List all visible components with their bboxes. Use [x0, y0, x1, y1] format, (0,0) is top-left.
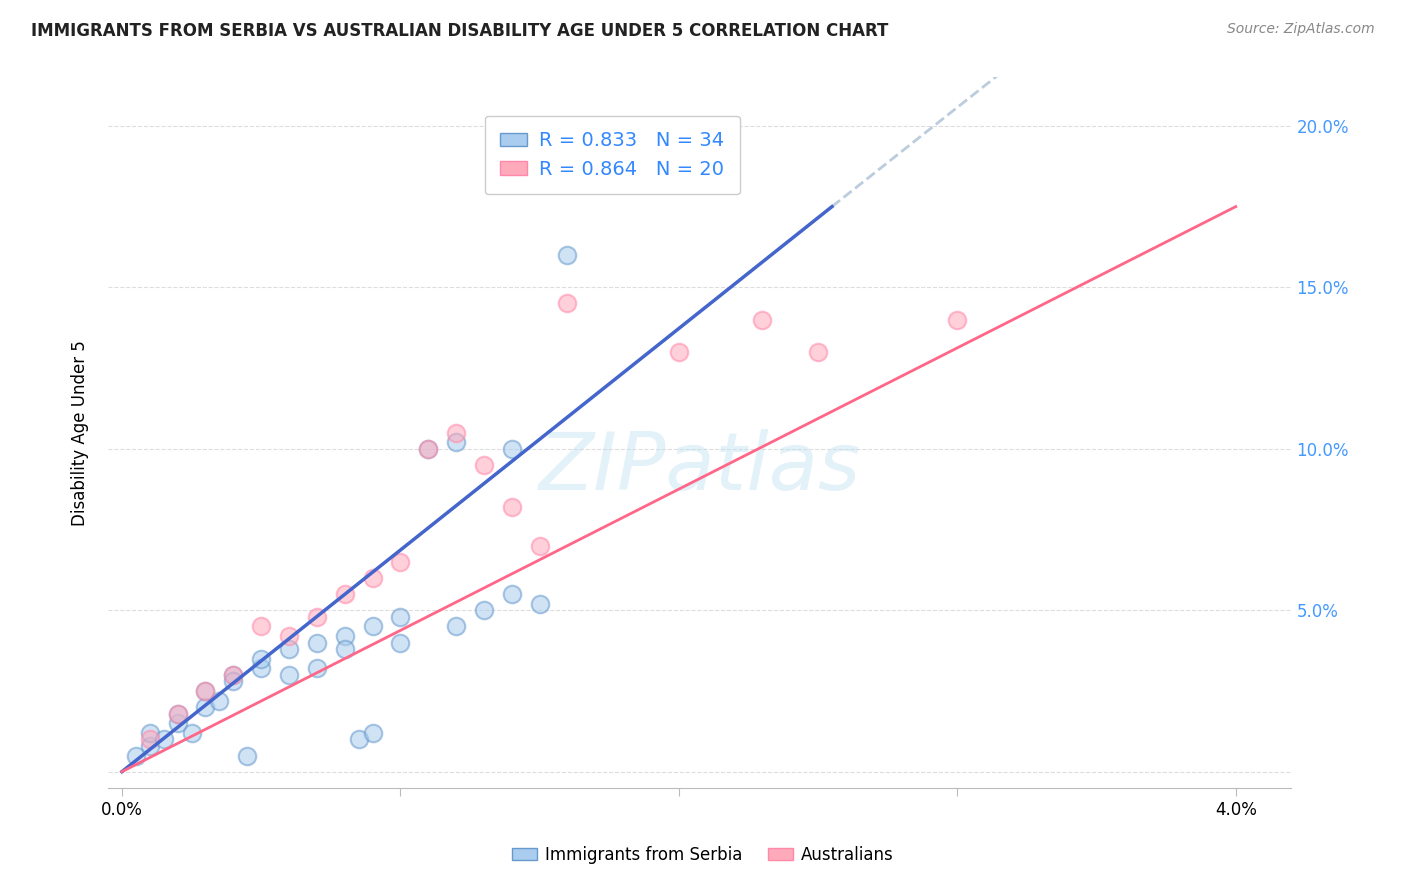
Point [361, 571, 384, 585]
Point [501, 500, 523, 514]
Point [333, 587, 356, 601]
Point [389, 635, 412, 649]
Point [472, 458, 495, 472]
Point [250, 651, 273, 665]
Point [305, 609, 328, 624]
Point [418, 442, 440, 456]
Point [501, 442, 523, 456]
Point [305, 635, 328, 649]
Point [278, 629, 301, 643]
Point [444, 619, 467, 633]
Point [361, 619, 384, 633]
Point [529, 539, 551, 553]
Point [946, 312, 969, 326]
Point [166, 716, 188, 731]
Text: IMMIGRANTS FROM SERBIA VS AUSTRALIAN DISABILITY AGE UNDER 5 CORRELATION CHART: IMMIGRANTS FROM SERBIA VS AUSTRALIAN DIS… [31, 22, 889, 40]
Legend: R = 0.833   N = 34, R = 0.864   N = 20: R = 0.833 N = 34, R = 0.864 N = 20 [485, 116, 740, 194]
Point [305, 661, 328, 675]
Point [444, 425, 467, 440]
Point [333, 642, 356, 657]
Point [152, 732, 174, 747]
Point [751, 312, 773, 326]
Y-axis label: Disability Age Under 5: Disability Age Under 5 [72, 340, 89, 525]
Point [222, 674, 245, 689]
Point [236, 748, 259, 763]
Point [278, 668, 301, 682]
Point [194, 700, 217, 714]
Point [125, 748, 148, 763]
Point [557, 248, 579, 262]
Point [139, 726, 162, 740]
Point [166, 706, 188, 721]
Point [194, 684, 217, 698]
Point [472, 603, 495, 617]
Point [389, 609, 412, 624]
Point [222, 668, 245, 682]
Text: Source: ZipAtlas.com: Source: ZipAtlas.com [1227, 22, 1375, 37]
Point [347, 732, 370, 747]
Point [418, 442, 440, 456]
Point [807, 345, 830, 359]
Point [333, 629, 356, 643]
Point [208, 693, 231, 707]
Point [250, 661, 273, 675]
Point [361, 726, 384, 740]
Point [529, 597, 551, 611]
Point [444, 435, 467, 450]
Point [194, 684, 217, 698]
Point [139, 739, 162, 753]
Legend: Immigrants from Serbia, Australians: Immigrants from Serbia, Australians [505, 839, 901, 871]
Point [668, 345, 690, 359]
Point [250, 619, 273, 633]
Point [278, 642, 301, 657]
Point [222, 668, 245, 682]
Point [501, 587, 523, 601]
Point [166, 706, 188, 721]
Point [139, 732, 162, 747]
Point [557, 296, 579, 310]
Point [180, 726, 202, 740]
Point [389, 555, 412, 569]
Text: ZIPatlas: ZIPatlas [538, 429, 860, 508]
